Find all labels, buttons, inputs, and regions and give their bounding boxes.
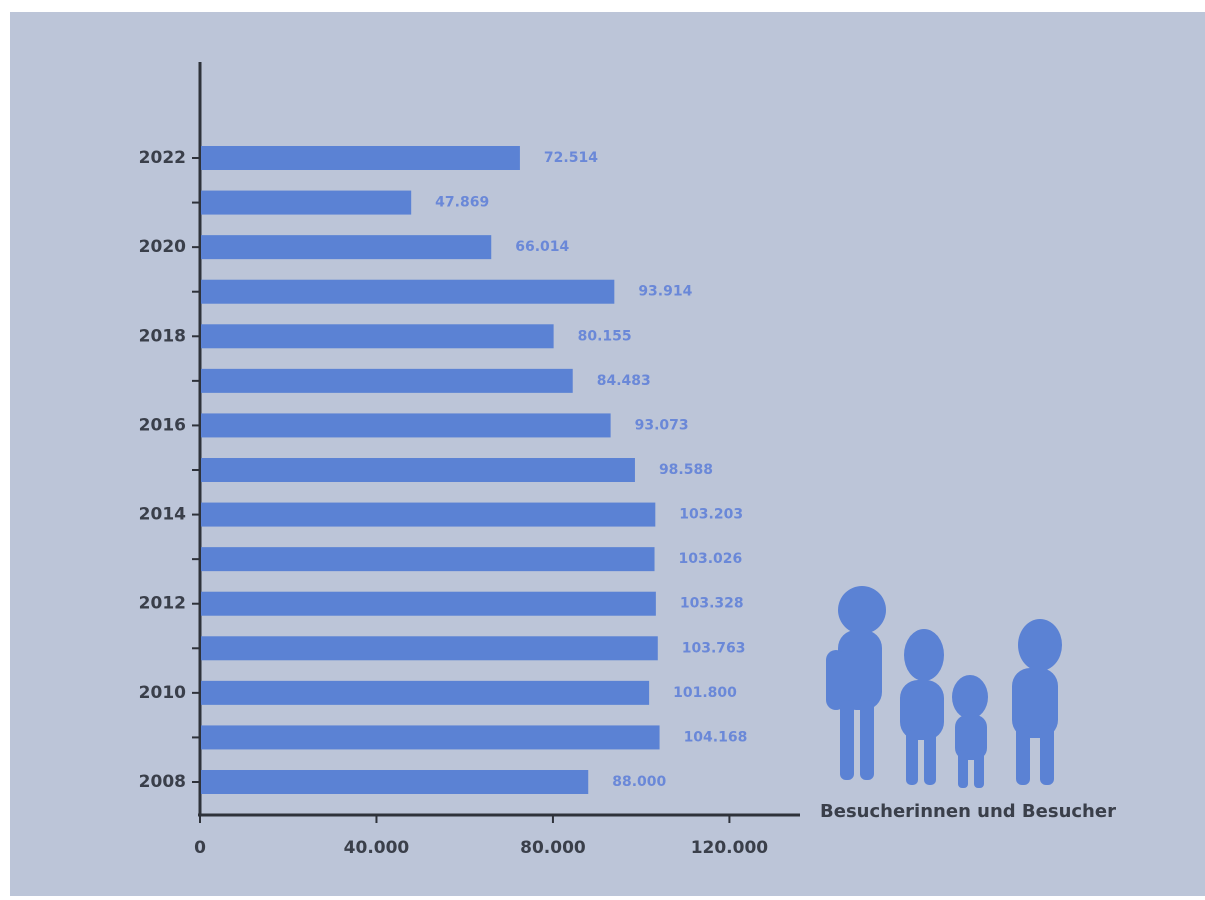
bar: [201, 368, 573, 393]
bar: [201, 770, 589, 794]
x-tick-label: 80.000: [520, 838, 586, 858]
bar: [201, 680, 650, 705]
value-label: 103.026: [679, 551, 743, 567]
bar: [201, 324, 554, 349]
x-tick-label: 120.000: [691, 838, 769, 858]
bar: [201, 235, 492, 260]
value-label: 103.763: [682, 640, 746, 656]
visitors-silhouette: [826, 586, 1062, 788]
value-label: 98.588: [659, 462, 713, 478]
y-tick-label: 2012: [139, 594, 186, 614]
value-label: 103.328: [680, 596, 744, 612]
bar: [201, 636, 658, 661]
value-label: 72.514: [544, 150, 598, 166]
bar: [201, 413, 611, 438]
value-label: 93.914: [638, 284, 692, 300]
bar: [201, 725, 660, 750]
annotation: Besucherinnen und Besucher: [820, 801, 1116, 822]
y-tick-label: 2022: [139, 148, 186, 168]
value-label: 103.203: [679, 507, 743, 523]
value-label: 66.014: [515, 239, 569, 255]
value-label: 101.800: [673, 685, 737, 701]
y-tick-label: 2008: [139, 772, 186, 792]
value-label: 80.155: [578, 328, 632, 344]
x-tick-label: 40.000: [344, 838, 410, 858]
bar: [201, 458, 635, 482]
y-tick-label: 2014: [139, 505, 186, 525]
value-label: 84.483: [597, 373, 651, 389]
bar: [201, 146, 520, 170]
bar: [201, 547, 655, 572]
bar: [201, 279, 615, 304]
y-tick-label: 2016: [139, 415, 186, 435]
value-label: 47.869: [435, 195, 489, 211]
y-tick-label: 2010: [139, 683, 186, 703]
bar: [201, 591, 656, 616]
value-label: 93.073: [635, 417, 689, 433]
x-tick-label: 0: [194, 838, 206, 858]
bar: [201, 502, 656, 527]
y-tick-label: 2018: [139, 326, 186, 346]
value-label: 88.000: [612, 774, 666, 790]
y-tick-label: 2020: [139, 237, 186, 257]
bar: [201, 190, 412, 215]
value-label: 104.168: [684, 729, 748, 745]
